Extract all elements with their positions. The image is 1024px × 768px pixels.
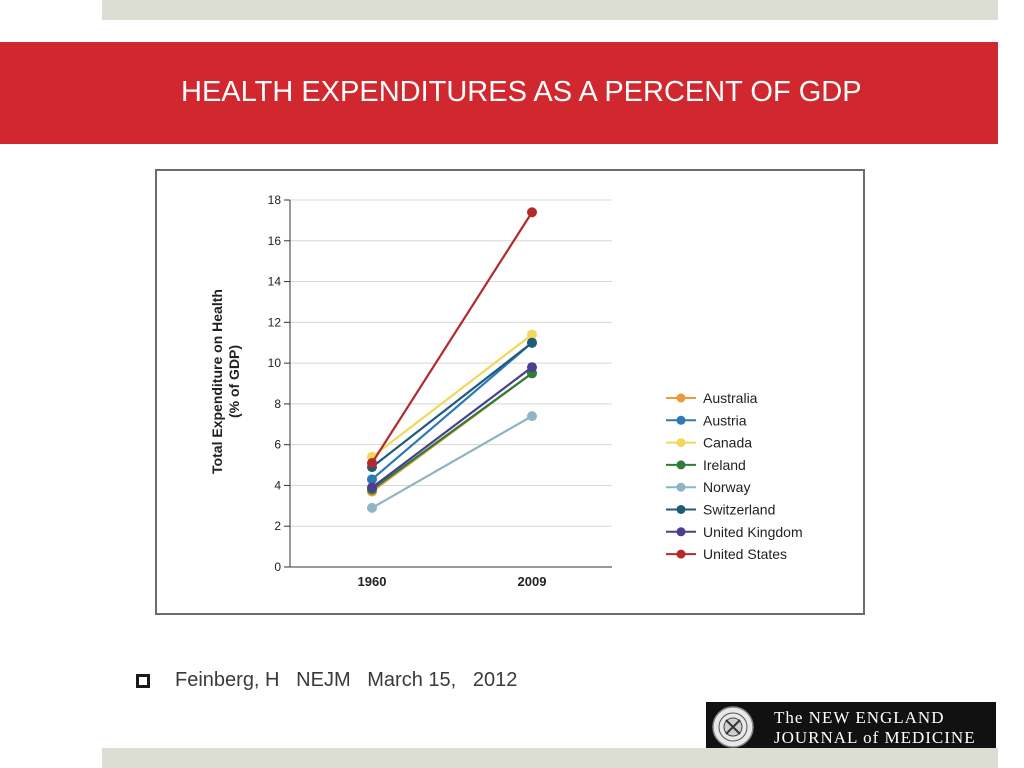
legend-swatch-point — [676, 482, 686, 492]
y-tick-label: 12 — [268, 315, 282, 329]
nejm-seal-icon — [712, 706, 754, 748]
data-point — [527, 362, 537, 373]
title-bar — [0, 42, 998, 144]
legend-label: Switzerland — [703, 502, 775, 518]
legend-swatch-point — [676, 549, 686, 559]
bullet-square-icon — [136, 674, 150, 688]
y-tick-label: 0 — [274, 560, 281, 574]
data-point — [527, 411, 537, 422]
slide-title: HEALTH EXPENDITURES AS A PERCENT OF GDP — [181, 76, 862, 108]
y-tick-label: 8 — [274, 397, 281, 411]
y-tick-label: 2 — [274, 519, 281, 533]
y-tick-label: 6 — [274, 438, 281, 452]
chart-frame — [155, 169, 865, 615]
legend-label: Ireland — [703, 457, 746, 473]
data-point — [527, 329, 537, 340]
series-line — [371, 211, 533, 464]
y-tick-label: 18 — [268, 193, 282, 207]
logo-line-1: The NEW ENGLAND — [774, 708, 945, 727]
data-point — [367, 474, 377, 485]
y-tick-label: 16 — [268, 234, 282, 248]
series-line — [371, 341, 533, 468]
data-point — [367, 502, 377, 513]
logo-line-2: JOURNAL of MEDICINE — [774, 728, 976, 747]
legend-label: Australia — [703, 390, 758, 406]
citation-text: Feinberg, H NEJM March 15, 2012 — [175, 669, 518, 691]
series-line — [371, 333, 533, 458]
bottom-decorative-band — [102, 748, 998, 768]
x-tick-label: 1960 — [358, 574, 387, 589]
data-point — [367, 482, 377, 493]
data-point — [527, 337, 537, 348]
series-line — [371, 372, 533, 491]
legend-label: United States — [703, 546, 787, 562]
legend-swatch-point — [676, 505, 686, 514]
series-line — [371, 366, 533, 489]
legend-label: Canada — [703, 435, 752, 451]
nejm-logo: The NEW ENGLAND JOURNAL of MEDICINE — [706, 702, 996, 752]
y-tick-label: 10 — [268, 356, 282, 370]
y-tick-label: 4 — [274, 478, 281, 492]
y-axis-label: Total Expenditure on Health (% of GDP) — [209, 289, 242, 474]
legend-swatch-point — [676, 460, 686, 470]
legend-swatch-point — [676, 393, 686, 403]
legend-swatch-point — [676, 438, 686, 448]
legend-swatch-point — [676, 415, 686, 425]
legend-label: Austria — [703, 412, 747, 428]
x-tick-label: 2009 — [518, 574, 547, 589]
data-point — [527, 207, 537, 218]
series-line — [371, 415, 533, 509]
y-axis-label-line: Total Expenditure on Health — [209, 289, 225, 474]
data-point — [367, 458, 377, 469]
top-decorative-band — [102, 0, 998, 20]
y-axis-label-line: (% of GDP) — [226, 345, 242, 418]
y-tick-label: 14 — [268, 275, 282, 289]
legend-swatch-point — [676, 527, 686, 537]
series-line — [371, 341, 533, 481]
legend-label: United Kingdom — [703, 524, 803, 540]
legend-label: Norway — [703, 479, 750, 495]
